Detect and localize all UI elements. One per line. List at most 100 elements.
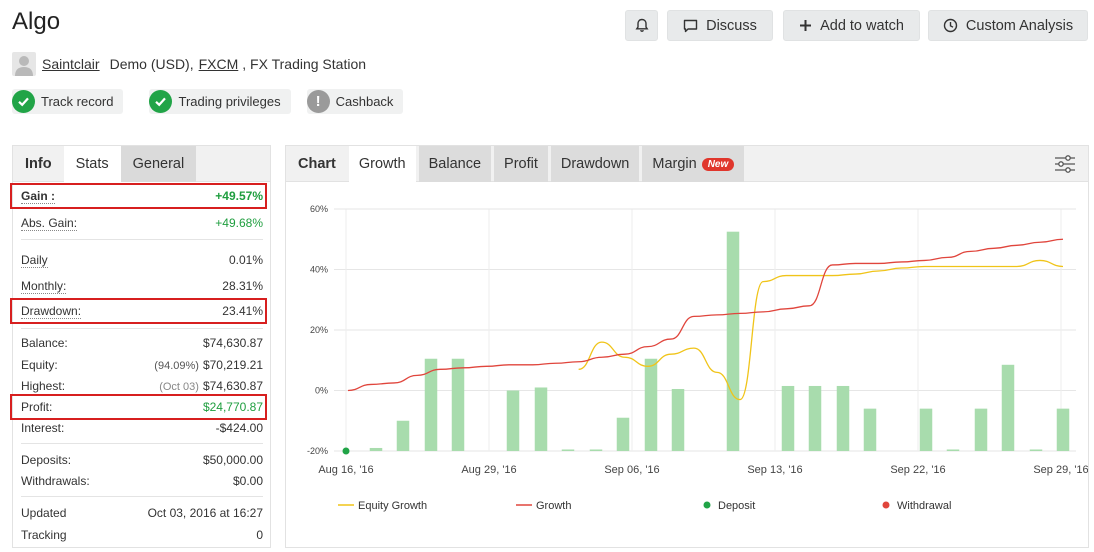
y-tick-label: -20% (307, 446, 328, 456)
tab-drawdown[interactable]: Drawdown (550, 146, 640, 182)
new-badge: New (701, 157, 735, 171)
chart-bar (1029, 449, 1043, 451)
chart-bar (671, 388, 685, 451)
track-record-badge[interactable]: Track record (12, 89, 124, 114)
deposits-value: $50,000.00 (202, 453, 263, 467)
y-tick-label: 20% (310, 325, 328, 335)
updated-label: Updated (21, 506, 67, 520)
avatar (12, 52, 36, 76)
chart-bar (451, 358, 465, 451)
monthly-row: Monthly: 28.31% (21, 276, 263, 296)
tab-growth[interactable]: Growth (348, 146, 416, 182)
profit-label: Profit: (21, 400, 53, 414)
equity-label: Equity: (21, 358, 58, 372)
track-record-label: Track record (41, 94, 114, 109)
tab-stats[interactable]: Stats (63, 146, 121, 182)
interest-label: Interest: (21, 421, 65, 435)
deposits-row: Deposits: $50,000.00 (21, 450, 263, 470)
chart-bar (424, 358, 438, 451)
divider (21, 443, 263, 444)
y-tick-label: 0% (315, 386, 328, 396)
monthly-label: Monthly: (21, 278, 67, 294)
chart-bar (644, 358, 658, 451)
tab-balance[interactable]: Balance (418, 146, 492, 182)
add-to-watch-button[interactable]: Add to watch (783, 10, 920, 41)
user-icon (15, 56, 33, 76)
gain-label: Gain : (21, 188, 56, 204)
profit-highlight (10, 394, 267, 420)
legend-growth[interactable]: Growth (536, 500, 571, 512)
chart-bar (1001, 364, 1015, 451)
trading-privileges-badge[interactable]: Trading privileges (149, 89, 291, 114)
discuss-button[interactable]: Discuss (667, 10, 773, 41)
custom-analysis-label: Custom Analysis (965, 17, 1074, 34)
trading-privileges-label: Trading privileges (178, 94, 281, 109)
chart-bar (589, 449, 603, 451)
notify-button[interactable] (625, 10, 658, 41)
user-link[interactable]: Saintclair (42, 56, 100, 72)
account-type: Demo (USD), (109, 56, 194, 72)
tab-general[interactable]: General (120, 146, 197, 182)
balance-row: Balance: $74,630.87 (21, 333, 263, 353)
chart-bar (781, 385, 795, 451)
custom-analysis-button[interactable]: Custom Analysis (928, 10, 1088, 41)
balance-label: Balance: (21, 336, 68, 350)
x-tick-label: Aug 16, '16 (318, 464, 373, 476)
abs-gain-row: Abs. Gain: +49.68% (21, 213, 263, 233)
x-axis: Aug 16, '16 Aug 29, '16 Sep 06, '16 Sep 13,… (318, 464, 1088, 476)
bell-icon (634, 18, 649, 32)
chart-bar (616, 417, 630, 451)
profit-value: $24,770.87 (202, 400, 263, 414)
chart-bar (534, 387, 548, 451)
tracking-value: 0 (256, 528, 263, 542)
gain-highlight (10, 183, 267, 209)
equity-value: $70,219.21 (202, 358, 263, 372)
highest-note: (Oct 03) (159, 381, 199, 393)
platform-text: , FX Trading Station (242, 56, 367, 72)
drawdown-highlight (10, 298, 267, 324)
deposits-label: Deposits: (21, 453, 72, 467)
broker-link[interactable]: FXCM (198, 56, 239, 72)
cashback-badge[interactable]: ! Cashback (306, 89, 404, 114)
chart-bar (726, 231, 740, 451)
tab-profit[interactable]: Profit (494, 146, 548, 182)
exclamation-icon: ! (306, 90, 330, 113)
withdrawals-row: Withdrawals: $0.00 (21, 471, 263, 491)
plus-icon (800, 20, 812, 31)
interest-row: Interest: -$424.00 (21, 418, 263, 438)
tab-margin[interactable]: Margin New (642, 146, 745, 182)
chart-markers (342, 447, 350, 455)
chart-bar (946, 449, 960, 451)
growth-chart: 60% 40% 20% 0% -20% Aug 16, '16 Aug 29, '16 Se… (307, 204, 1088, 512)
y-tick-label: 60% (310, 204, 328, 214)
balance-value: $74,630.87 (202, 336, 263, 350)
chart-grid (334, 208, 1076, 452)
growth-line (347, 238, 1064, 392)
drawdown-row: Drawdown: 23.41% (21, 301, 263, 321)
badges: Track record Trading privileges ! Cashba… (12, 89, 404, 114)
chart-tabs-label: Chart (298, 156, 336, 172)
equity-growth-line (578, 259, 1064, 401)
stats-panel: Info Stats General Gain : +49.57% Abs. G… (10, 145, 271, 548)
chart-bar (1056, 408, 1070, 451)
legend-withdrawal-swatch (882, 501, 890, 509)
tab-margin-label: Margin (652, 156, 697, 172)
legend-equity-growth[interactable]: Equity Growth (358, 500, 427, 512)
divider (21, 496, 263, 497)
legend-deposit[interactable]: Deposit (718, 500, 755, 512)
sliders-icon[interactable] (1054, 154, 1076, 174)
chart-lines (347, 238, 1064, 401)
updated-value: Oct 03, 2016 at 16:27 (147, 506, 263, 520)
highest-label: Highest: (21, 379, 66, 393)
page-title: Algo (12, 8, 61, 35)
highest-row: Highest: (Oct 03) $74,630.87 (21, 376, 263, 396)
chart-bar (919, 408, 933, 451)
x-tick-label: Aug 29, '16 (461, 464, 516, 476)
tab-info[interactable]: Info (25, 156, 52, 172)
legend-deposit-swatch (703, 501, 711, 509)
highest-value: $74,630.87 (202, 379, 263, 393)
legend-withdrawal[interactable]: Withdrawal (897, 500, 951, 512)
chart-bar (836, 385, 850, 451)
withdrawals-label: Withdrawals: (21, 474, 90, 488)
chart-panel: Chart Growth Balance Profit Drawdown Mar… (285, 145, 1089, 548)
